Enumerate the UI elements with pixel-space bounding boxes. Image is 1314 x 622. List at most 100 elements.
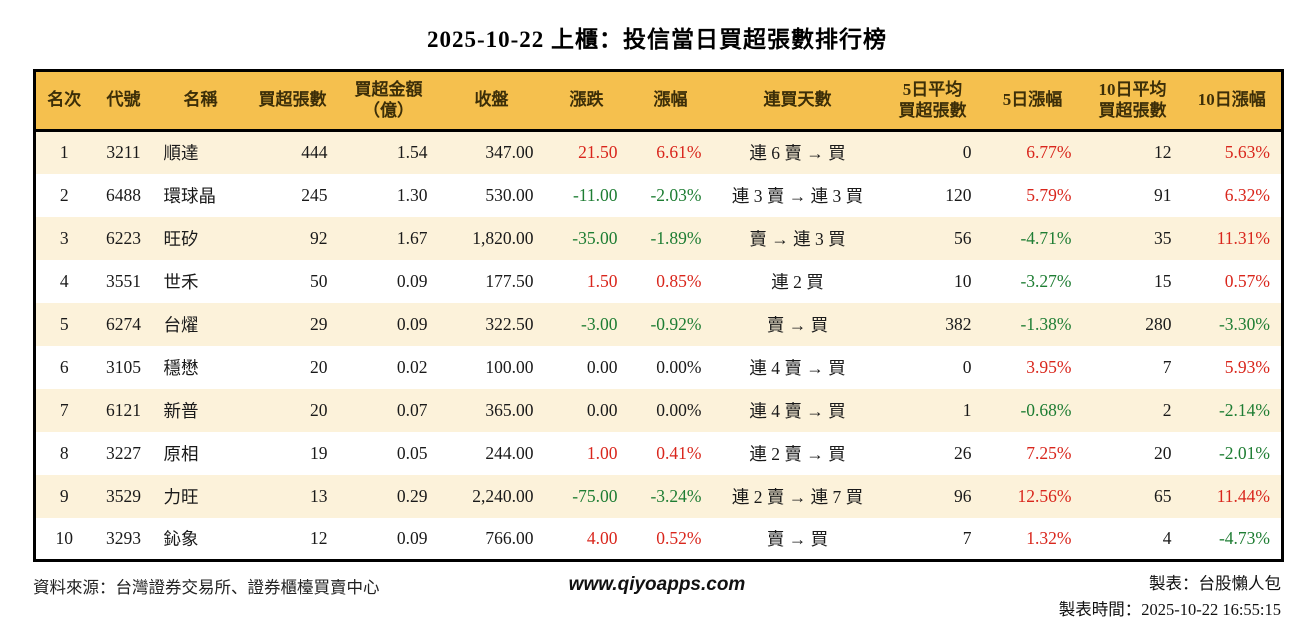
- cell-name: 鈊象: [163, 528, 199, 549]
- cell-pct-10d: -2.01%: [1218, 442, 1270, 463]
- cell-net-buy-shares: 13: [310, 485, 328, 506]
- column-header-avg5-net-buy: 5日平均 買超張數: [898, 80, 967, 120]
- cell-code: 6223: [106, 227, 141, 248]
- cell-buy-streak: 連 2 賣 → 連 7 買: [731, 486, 864, 507]
- cell-change-pct: -2.03%: [650, 184, 702, 205]
- cell-net-buy-shares: 29: [310, 313, 328, 334]
- data-source-text: 資料來源：台灣證券交易所、證券櫃檯買賣中心: [33, 578, 380, 597]
- column-header-net-buy-amount: 買超金額 （億）: [354, 80, 423, 120]
- cell-avg5-net-buy: 382: [945, 313, 972, 334]
- cell-net-buy-amount: 0.05: [396, 442, 428, 463]
- page-title: 2025-10-22 上櫃：投信當日買超張數排行榜: [426, 27, 888, 52]
- cell-name: 世禾: [163, 271, 199, 292]
- cell-avg10-net-buy: 15: [1154, 270, 1172, 291]
- table-row: 7 6121 新普 20 0.07 365.00 0.00 0.00% 連 4 賣 → 買 1 -0…: [34, 388, 1283, 432]
- cell-pct-10d: 11.31%: [1216, 227, 1270, 248]
- cell-avg10-net-buy: 7: [1162, 356, 1172, 377]
- cell-name: 台燿: [163, 314, 199, 335]
- net-buy-ranking-table: 名次 代號 名稱 買超張數 買超金額 （億） 收盤 漲跌 漲幅 連買天數 5日平均 買超張數 5日漲…: [33, 69, 1284, 562]
- cell-net-buy-amount: 1.54: [396, 142, 428, 163]
- column-header-rank: 名次: [47, 90, 82, 110]
- cell-pct-5d: 12.56%: [1017, 485, 1072, 506]
- cell-change: -75.00: [572, 485, 618, 506]
- cell-pct-5d: -0.68%: [1020, 399, 1072, 420]
- cell-pct-5d: -3.27%: [1020, 270, 1072, 291]
- cell-buy-streak: 連 4 賣 → 買: [749, 400, 846, 421]
- cell-avg5-net-buy: 26: [954, 442, 972, 463]
- column-header-change: 漲跌: [569, 90, 604, 110]
- cell-pct-5d: -4.71%: [1020, 227, 1072, 248]
- cell-avg5-net-buy: 7: [962, 527, 972, 548]
- cell-code: 6274: [106, 313, 141, 334]
- cell-net-buy-shares: 245: [301, 184, 328, 205]
- cell-net-buy-shares: 444: [301, 142, 328, 163]
- table-row: 5 6274 台燿 29 0.09 322.50 -3.00 -0.92% 賣 → 買 382 -1…: [34, 302, 1283, 346]
- cell-pct-5d: 5.79%: [1026, 184, 1072, 205]
- website-text: www.qiyoapps.com: [568, 574, 746, 595]
- cell-pct-10d: 5.93%: [1224, 356, 1270, 377]
- cell-net-buy-shares: 20: [310, 399, 328, 420]
- cell-net-buy-amount: 0.09: [396, 527, 428, 548]
- cell-pct-5d: 3.95%: [1026, 356, 1072, 377]
- cell-avg5-net-buy: 0: [962, 356, 972, 377]
- column-header-avg10-net-buy: 10日平均 買超張數: [1098, 80, 1167, 120]
- cell-net-buy-amount: 0.09: [396, 313, 428, 334]
- cell-avg10-net-buy: 91: [1154, 184, 1172, 205]
- cell-close: 322.50: [485, 313, 534, 334]
- cell-pct-10d: 0.57%: [1224, 270, 1270, 291]
- cell-rank: 7: [59, 399, 69, 420]
- cell-name: 穩懋: [163, 357, 199, 378]
- credits-block: 製表：台股懶人包 製表時間：2025-10-22 16:55:15: [745, 571, 1281, 622]
- column-header-net-buy-shares: 買超張數: [258, 90, 327, 110]
- table-row: 3 6223 旺矽 92 1.67 1,820.00 -35.00 -1.89% 賣 → 連 3…: [34, 216, 1283, 260]
- column-header-buy-streak: 連買天數: [763, 90, 832, 110]
- cell-rank: 6: [59, 356, 69, 377]
- cell-name: 力旺: [163, 486, 199, 507]
- cell-pct-10d: 11.44%: [1216, 485, 1270, 506]
- table-row: 1 3211 順達 444 1.54 347.00 21.50 6.61% 連 6 賣 → 買 0…: [34, 130, 1283, 174]
- cell-name: 旺矽: [163, 228, 199, 249]
- cell-pct-5d: 6.77%: [1026, 142, 1072, 163]
- cell-buy-streak: 賣 → 連 3 買: [749, 228, 846, 249]
- cell-pct-5d: -1.38%: [1020, 313, 1072, 334]
- cell-rank: 10: [55, 527, 74, 548]
- cell-close: 530.00: [485, 184, 534, 205]
- cell-avg10-net-buy: 2: [1162, 399, 1172, 420]
- cell-change-pct: 6.61%: [656, 142, 702, 163]
- cell-pct-10d: 6.32%: [1224, 184, 1270, 205]
- table-row: 8 3227 原相 19 0.05 244.00 1.00 0.41% 連 2 賣 → 買 26 7…: [34, 431, 1283, 475]
- cell-close: 1,820.00: [472, 227, 534, 248]
- cell-avg5-net-buy: 0: [962, 142, 972, 163]
- cell-buy-streak: 賣 → 買: [766, 314, 829, 335]
- table-row: 6 3105 穩懋 20 0.02 100.00 0.00 0.00% 連 4 賣 → 買 0 3.…: [34, 345, 1283, 389]
- cell-rank: 4: [59, 270, 69, 291]
- cell-change-pct: -3.24%: [650, 485, 702, 506]
- cell-code: 3105: [106, 356, 141, 377]
- column-header-pct-5d: 5日漲幅: [1002, 90, 1063, 110]
- cell-change-pct: -0.92%: [650, 313, 702, 334]
- cell-change-pct: 0.00%: [656, 356, 702, 377]
- cell-pct-10d: -2.14%: [1218, 399, 1270, 420]
- cell-net-buy-shares: 19: [310, 442, 328, 463]
- cell-name: 原相: [163, 443, 199, 464]
- cell-close: 244.00: [485, 442, 534, 463]
- cell-close: 365.00: [485, 399, 534, 420]
- cell-avg10-net-buy: 4: [1162, 527, 1172, 548]
- cell-rank: 3: [59, 227, 69, 248]
- cell-change: 1.00: [586, 442, 618, 463]
- cell-avg5-net-buy: 96: [954, 485, 972, 506]
- column-header-close: 收盤: [474, 90, 509, 110]
- cell-change: -35.00: [572, 227, 618, 248]
- cell-code: 3551: [106, 270, 141, 291]
- cell-rank: 1: [59, 142, 69, 163]
- cell-pct-5d: 1.32%: [1026, 527, 1072, 548]
- cell-change-pct: 0.00%: [656, 399, 702, 420]
- cell-change-pct: -1.89%: [650, 227, 702, 248]
- cell-net-buy-amount: 0.29: [396, 485, 428, 506]
- cell-close: 177.50: [485, 270, 534, 291]
- cell-net-buy-shares: 20: [310, 356, 328, 377]
- cell-name: 新普: [163, 400, 199, 421]
- cell-change: 21.50: [578, 142, 618, 163]
- cell-net-buy-amount: 1.67: [396, 227, 428, 248]
- cell-code: 3529: [106, 485, 141, 506]
